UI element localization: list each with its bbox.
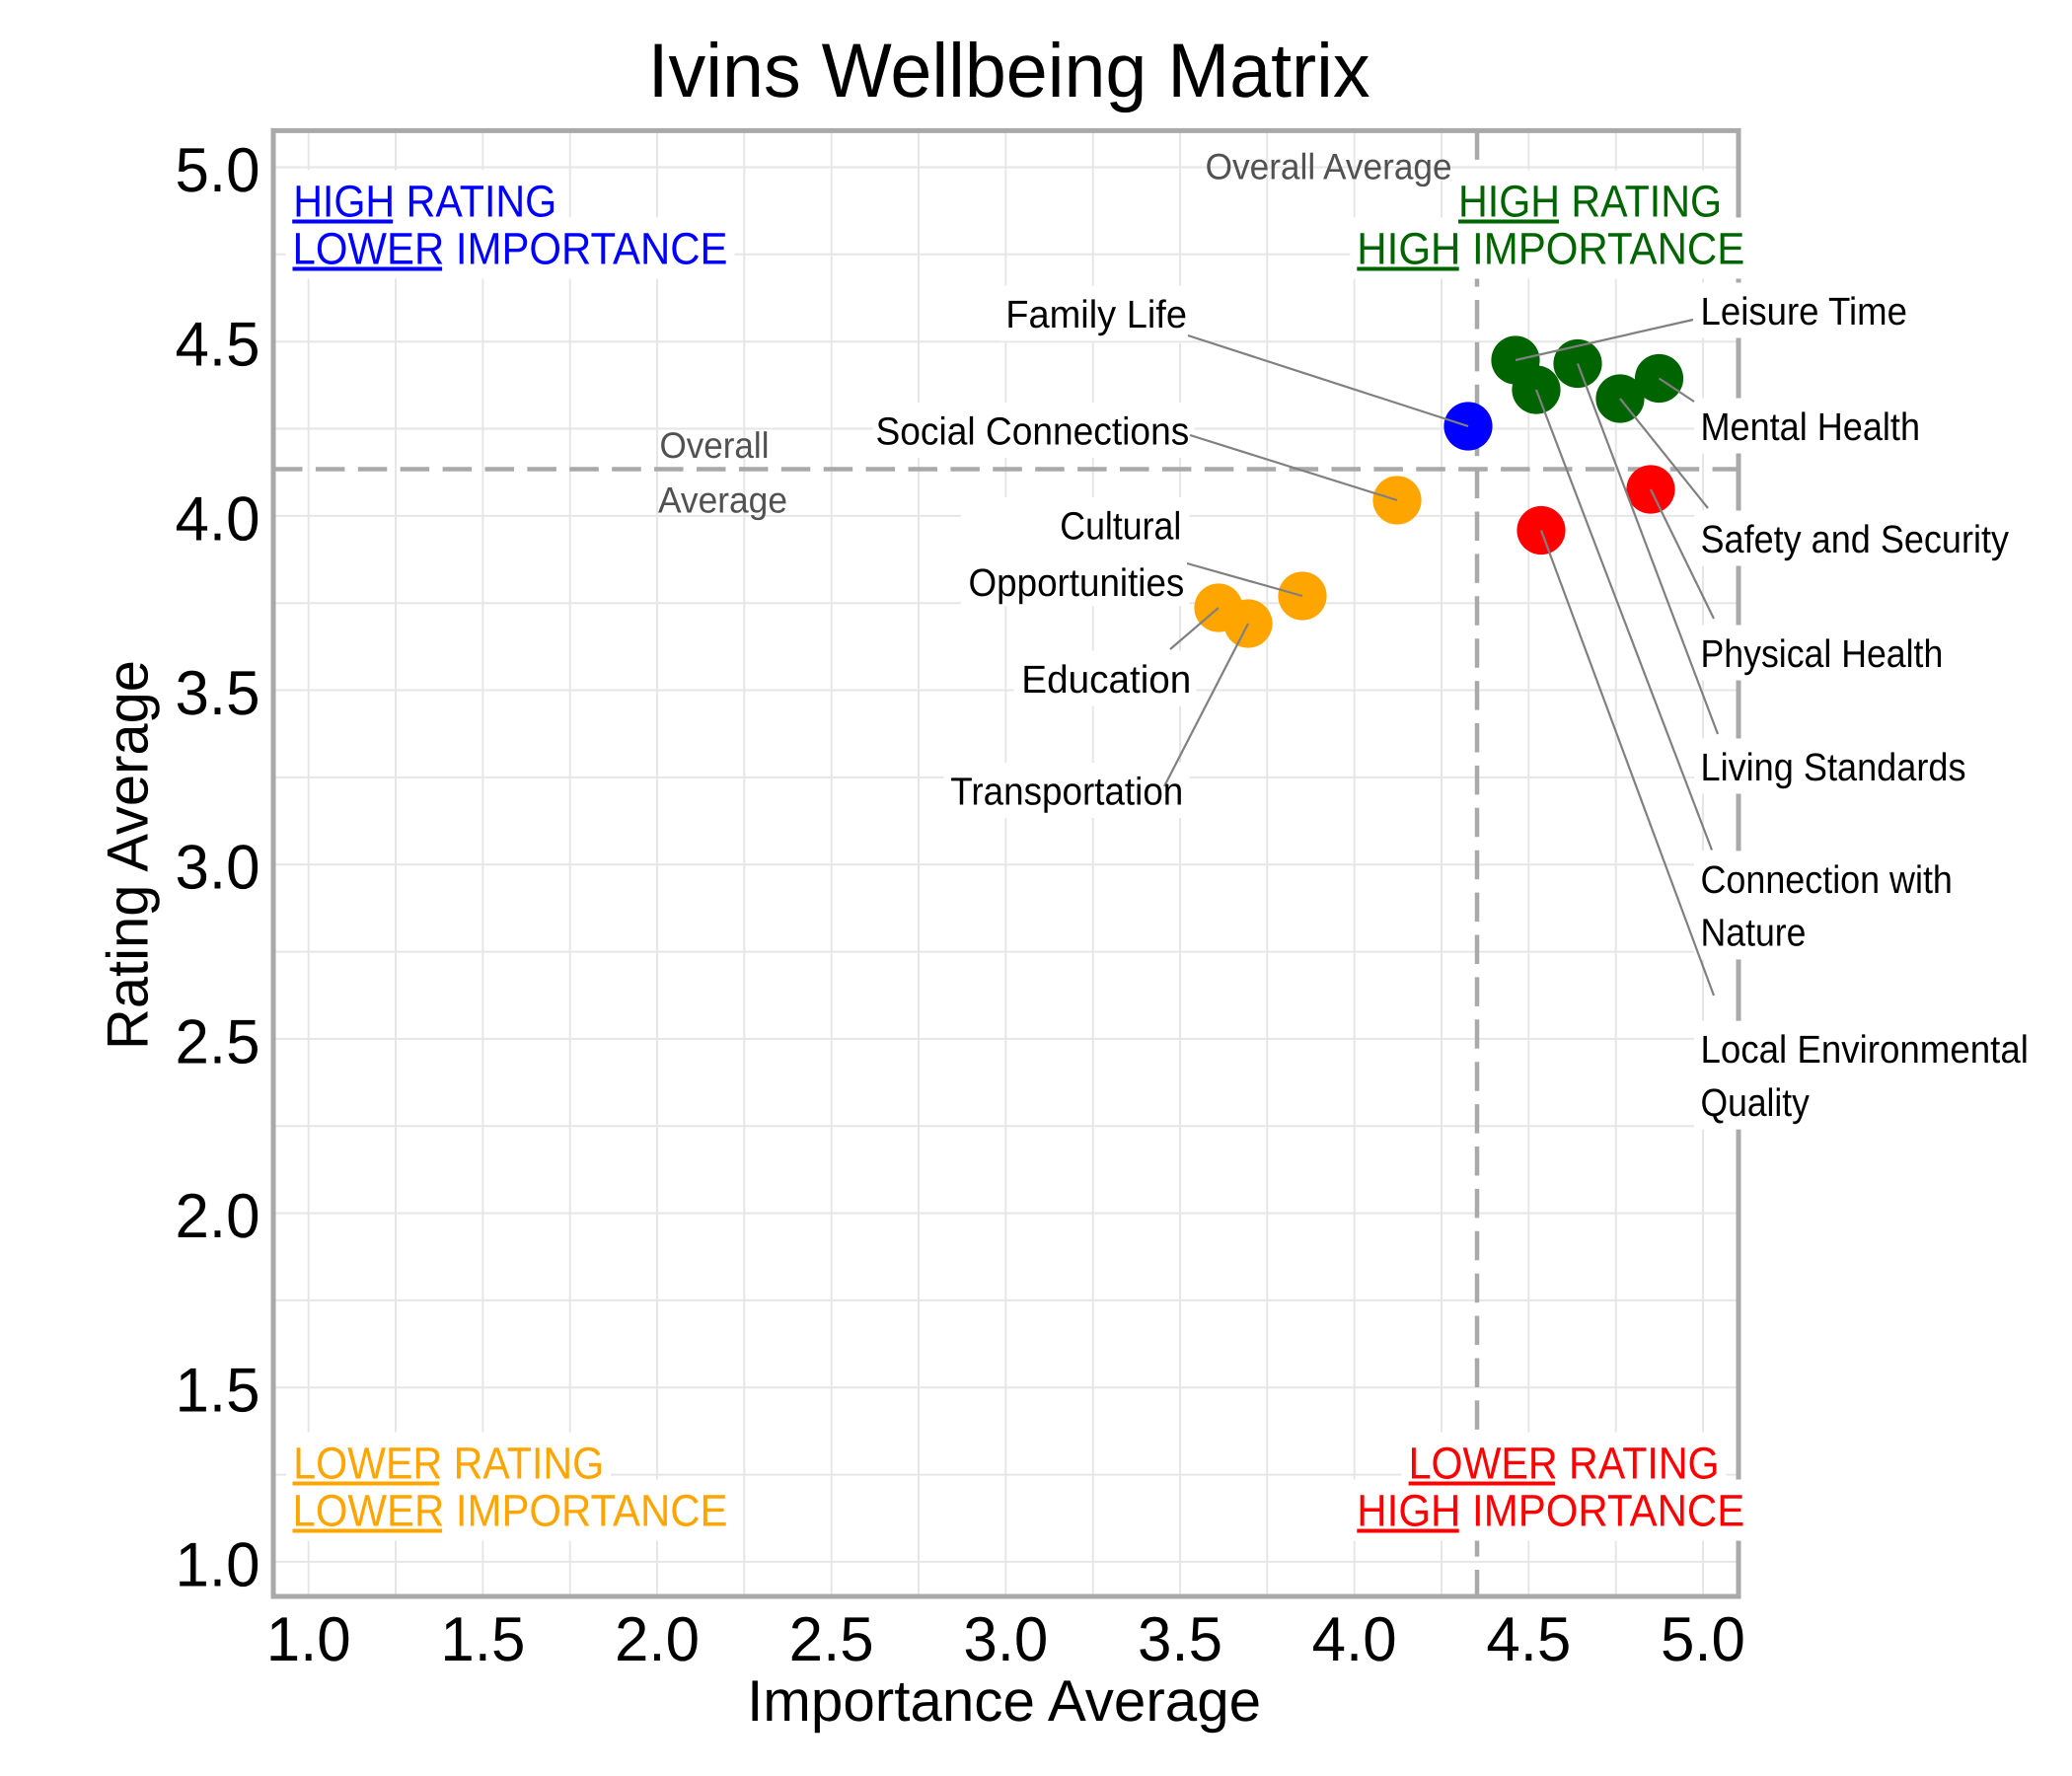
svg-text:Rating Average: Rating Average <box>96 660 161 1050</box>
svg-text:Overall: Overall <box>660 425 770 466</box>
svg-text:Mental Health: Mental Health <box>1701 406 1921 449</box>
svg-text:2.0: 2.0 <box>176 1182 260 1251</box>
svg-text:Family Life: Family Life <box>1005 293 1187 336</box>
svg-text:Cultural: Cultural <box>1060 505 1181 549</box>
svg-text:2.5: 2.5 <box>176 1007 260 1076</box>
svg-text:LOWER RATING: LOWER RATING <box>1409 1439 1720 1489</box>
svg-text:Ivins Wellbeing Matrix: Ivins Wellbeing Matrix <box>648 29 1370 113</box>
svg-text:Overall Average: Overall Average <box>1206 147 1452 187</box>
svg-text:HIGH RATING: HIGH RATING <box>293 177 556 227</box>
svg-text:Education: Education <box>1021 658 1191 702</box>
svg-text:3.5: 3.5 <box>1138 1605 1222 1674</box>
svg-text:5.0: 5.0 <box>176 136 260 205</box>
svg-text:Physical Health: Physical Health <box>1701 632 1944 676</box>
svg-text:4.0: 4.0 <box>176 484 260 554</box>
svg-text:Average: Average <box>658 480 787 520</box>
svg-text:Opportunities: Opportunities <box>969 561 1185 605</box>
svg-text:Transportation: Transportation <box>950 771 1183 814</box>
svg-text:Nature: Nature <box>1701 912 1807 955</box>
svg-text:4.5: 4.5 <box>176 311 260 380</box>
svg-text:HIGH RATING: HIGH RATING <box>1458 177 1722 227</box>
svg-text:1.5: 1.5 <box>440 1605 525 1674</box>
svg-text:4.5: 4.5 <box>1486 1605 1571 1674</box>
svg-text:Importance Average: Importance Average <box>747 1668 1261 1734</box>
svg-text:2.5: 2.5 <box>789 1605 874 1674</box>
svg-text:Quality: Quality <box>1701 1081 1811 1125</box>
svg-text:2.0: 2.0 <box>615 1605 700 1674</box>
svg-text:1.0: 1.0 <box>266 1605 351 1674</box>
svg-text:1.5: 1.5 <box>176 1357 260 1426</box>
svg-text:3.0: 3.0 <box>176 834 260 903</box>
svg-text:Living Standards: Living Standards <box>1701 746 1966 789</box>
svg-text:LOWER RATING: LOWER RATING <box>293 1439 604 1489</box>
svg-text:HIGH IMPORTANCE: HIGH IMPORTANCE <box>1357 224 1744 274</box>
svg-text:Safety and Security: Safety and Security <box>1701 518 2010 561</box>
svg-text:3.5: 3.5 <box>176 659 260 728</box>
svg-text:Social Connections: Social Connections <box>876 410 1190 454</box>
svg-text:LOWER IMPORTANCE: LOWER IMPORTANCE <box>293 1486 728 1536</box>
svg-text:Connection with: Connection with <box>1701 858 1953 902</box>
svg-text:HIGH IMPORTANCE: HIGH IMPORTANCE <box>1357 1486 1744 1536</box>
svg-text:LOWER IMPORTANCE: LOWER IMPORTANCE <box>293 224 728 274</box>
svg-text:Leisure Time: Leisure Time <box>1701 290 1908 333</box>
svg-text:5.0: 5.0 <box>1661 1605 1745 1674</box>
svg-text:4.0: 4.0 <box>1312 1605 1397 1674</box>
svg-text:3.0: 3.0 <box>963 1605 1048 1674</box>
svg-text:Local Environmental: Local Environmental <box>1701 1028 2029 1072</box>
svg-text:1.0: 1.0 <box>176 1530 260 1599</box>
